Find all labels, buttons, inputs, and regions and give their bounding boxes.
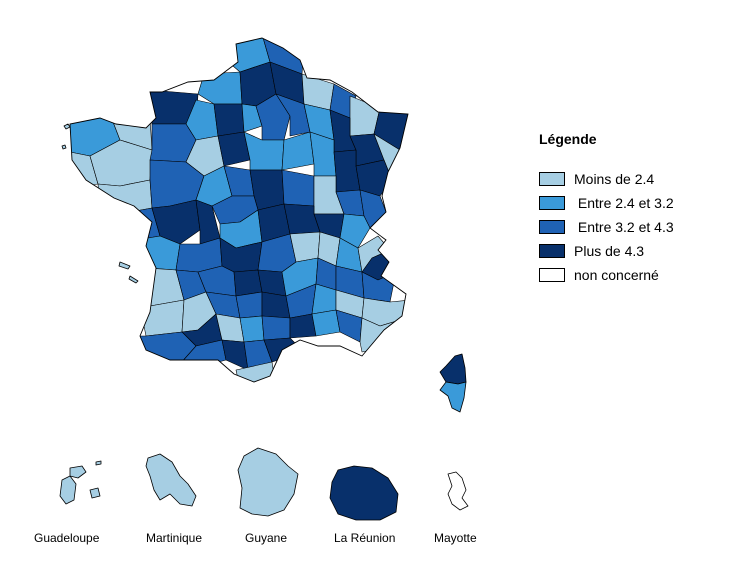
department: [311, 309, 341, 337]
label-mayotte: Mayotte: [434, 531, 477, 545]
department: [333, 149, 361, 193]
department: [213, 103, 245, 137]
legend-label: Entre 2.4 et 3.2: [574, 195, 674, 211]
department: [275, 93, 311, 137]
department: [97, 179, 153, 213]
department: [439, 381, 467, 413]
corse: [439, 353, 467, 413]
island: [128, 275, 139, 284]
legend-label: Plus de 4.3: [574, 243, 645, 259]
island: [63, 123, 71, 130]
legend-label: Moins de 2.4: [574, 171, 655, 187]
label-martinique: Martinique: [146, 531, 203, 545]
legend-swatch: [539, 196, 565, 210]
guadeloupe-marie-galante: [89, 487, 101, 499]
island: [61, 144, 67, 150]
department: [439, 353, 467, 385]
label-guadeloupe: Guadeloupe: [34, 531, 100, 545]
legend-swatch: [539, 172, 565, 186]
martinique-shape: [145, 453, 197, 507]
legend-item: Entre 3.2 et 4.3: [539, 218, 674, 236]
legend-label: non concerné: [574, 267, 659, 283]
legend-item: Entre 2.4 et 3.2: [539, 194, 674, 212]
guadeloupe-desirade: [95, 460, 102, 466]
la-reunion-shape: [329, 465, 399, 521]
legend-item: non concerné: [539, 266, 659, 284]
legend-swatch: [539, 244, 565, 258]
legend-swatch: [539, 220, 565, 234]
department: [233, 269, 263, 297]
metropolitan-departments: [70, 38, 408, 382]
department: [289, 313, 317, 339]
island: [118, 261, 131, 270]
legend-swatch: [539, 268, 565, 282]
department: [139, 299, 185, 337]
guadeloupe-basse-terre: [59, 475, 77, 505]
legend-label: Entre 3.2 et 4.3: [574, 219, 674, 235]
guadeloupe-shape: [59, 460, 102, 505]
department: [175, 237, 223, 273]
department: [235, 291, 263, 319]
department: [339, 213, 371, 249]
legend-item: Plus de 4.3: [539, 242, 644, 260]
mayotte-shape: [447, 471, 469, 511]
legend-item: Moins de 2.4: [539, 170, 654, 188]
guyane-shape: [237, 447, 299, 517]
label-la-reunion: La Réunion: [334, 531, 396, 545]
label-guyane: Guyane: [245, 531, 288, 545]
department: [261, 315, 291, 341]
department: [239, 315, 265, 343]
department: [135, 235, 181, 271]
department: [281, 131, 315, 171]
department: [281, 169, 315, 207]
legend-title: Légende: [539, 131, 597, 147]
department: [197, 71, 243, 105]
guadeloupe-grande-terre: [69, 465, 87, 479]
france-outline: [69, 37, 409, 383]
